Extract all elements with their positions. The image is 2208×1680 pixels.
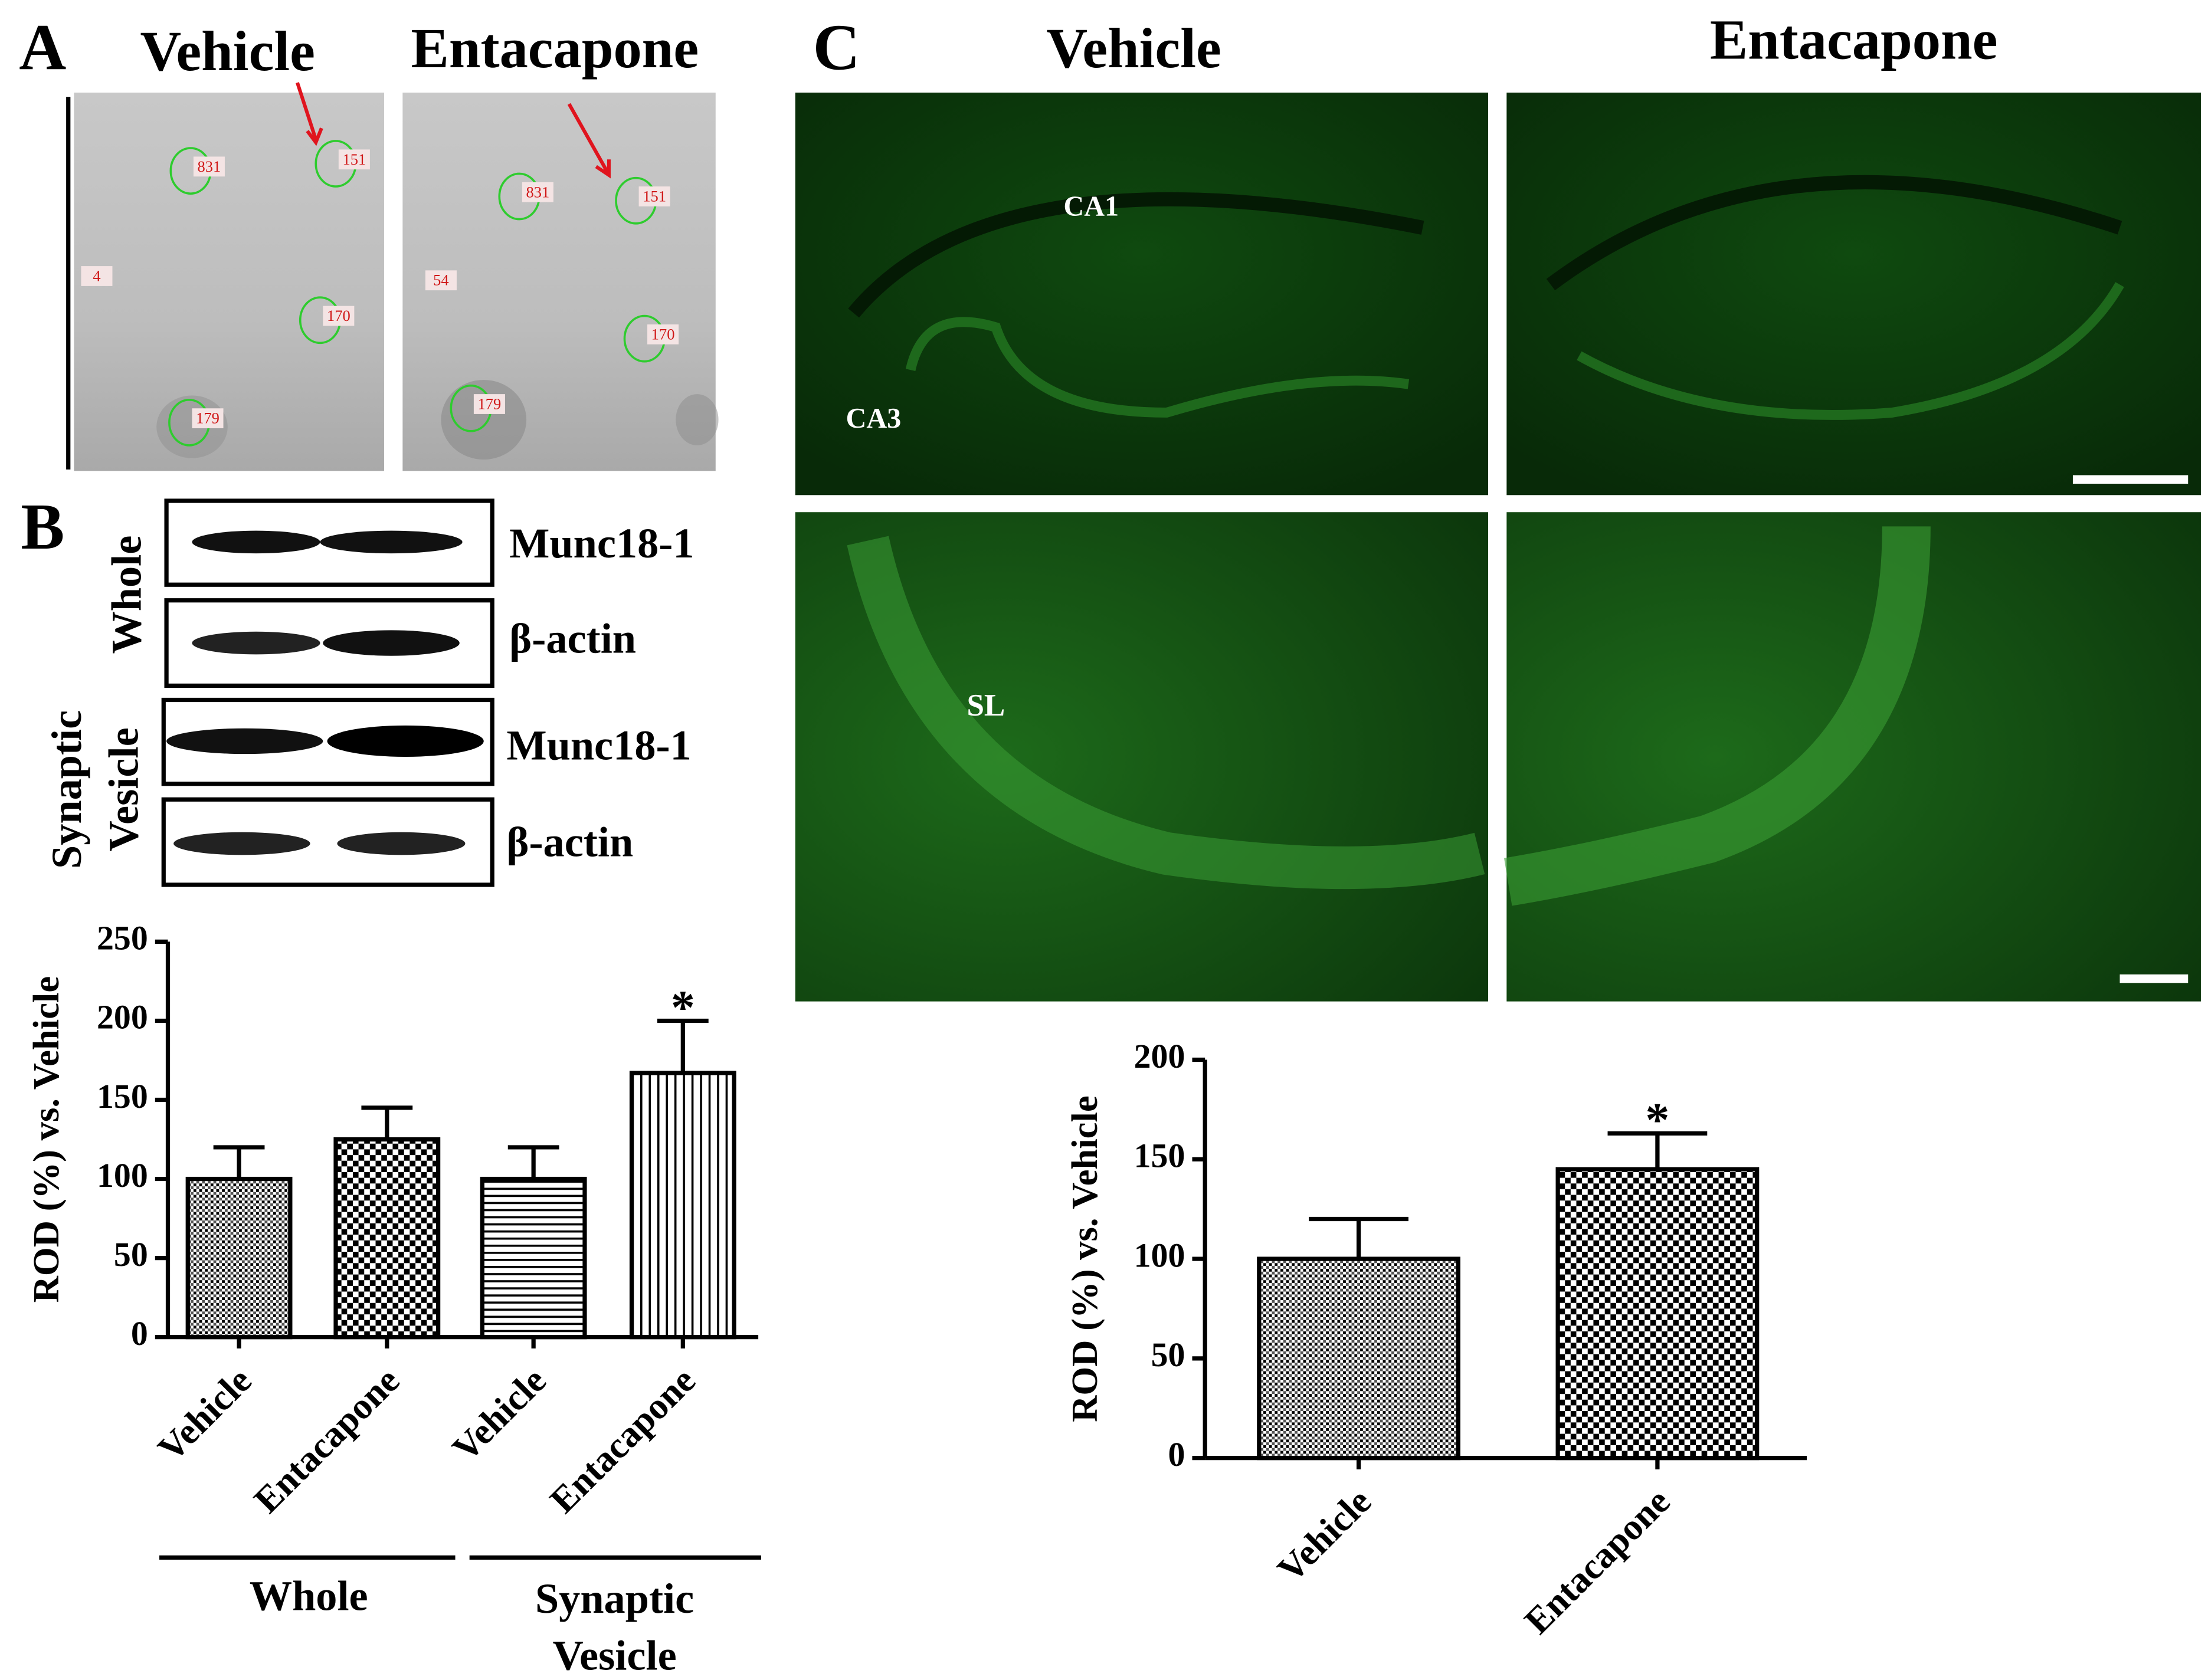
group-label: Whole bbox=[250, 1572, 368, 1619]
spot-tag bbox=[425, 270, 457, 291]
y-axis-label: ROD (%) vs. Vehicle bbox=[25, 976, 67, 1303]
x-tick-label: Vehicle bbox=[150, 1360, 260, 1469]
blot-group-label: Whole bbox=[103, 536, 150, 654]
micrograph bbox=[795, 512, 1488, 1002]
scale-bar bbox=[2072, 475, 2189, 484]
spot-label: 831 bbox=[526, 183, 549, 201]
tissue-layer bbox=[905, 317, 1410, 418]
spot-label: 831 bbox=[198, 158, 221, 175]
y-tick-label: 100 bbox=[97, 1156, 148, 1195]
blot-label: Munc18-1 bbox=[506, 721, 691, 769]
spot-tag bbox=[522, 182, 553, 202]
region-label: CA3 bbox=[846, 403, 902, 434]
gel-image bbox=[74, 92, 384, 471]
significance-marker: * bbox=[671, 980, 695, 1034]
bar bbox=[1555, 1167, 1760, 1461]
bar bbox=[1257, 1256, 1460, 1461]
blot-label: β-actin bbox=[509, 615, 636, 662]
y-tick-label: 150 bbox=[1134, 1137, 1185, 1175]
spot-tag bbox=[193, 156, 225, 177]
significance-marker: * bbox=[1645, 1093, 1669, 1147]
gel-spot bbox=[676, 394, 719, 445]
blot-group-label: Vesicle bbox=[100, 727, 148, 851]
tissue-layer bbox=[1577, 282, 2124, 420]
spot-tag bbox=[473, 394, 505, 414]
spot-tag bbox=[323, 306, 355, 326]
bar-chart: 0 50 100 150 200 250 ROD (%) vs. Vehicle Vehicl… bbox=[25, 919, 761, 1679]
x-tick-label: Entacapone bbox=[1516, 1481, 1678, 1642]
tissue-layer bbox=[847, 536, 1485, 890]
x-tick-label: Entacapone bbox=[246, 1360, 408, 1521]
y-tick-label: 50 bbox=[1151, 1336, 1185, 1374]
region-label: CA1 bbox=[1063, 191, 1119, 222]
tissue-layer bbox=[1504, 526, 1931, 906]
band bbox=[166, 728, 323, 754]
band bbox=[323, 630, 460, 656]
blot-label: β-actin bbox=[506, 818, 633, 865]
y-tick-label: 200 bbox=[1134, 1037, 1185, 1075]
scale-bar bbox=[2119, 974, 2189, 983]
panel-b: B Munc18-1 β-actin Munc18-1 β-actin Whol… bbox=[21, 490, 694, 887]
micrograph bbox=[795, 92, 1488, 496]
y-tick-label: 200 bbox=[97, 998, 148, 1036]
blots bbox=[161, 498, 494, 887]
spot-label: 151 bbox=[643, 187, 666, 205]
panel-label: B bbox=[21, 490, 64, 563]
band bbox=[320, 530, 463, 554]
panel-c: C Vehicle Entacapone CA1 CA3 SL bbox=[795, 8, 2201, 1002]
y-tick-label: 100 bbox=[1134, 1236, 1185, 1274]
band bbox=[327, 725, 484, 757]
column-title: Vehicle bbox=[140, 19, 315, 83]
spot-tag bbox=[81, 266, 113, 286]
spot-label: 54 bbox=[433, 271, 449, 289]
region-label: SL bbox=[967, 688, 1005, 723]
group-label: Synaptic bbox=[535, 1575, 694, 1622]
bar bbox=[629, 1071, 736, 1340]
bar bbox=[480, 1176, 587, 1340]
spot-label: 170 bbox=[651, 325, 675, 343]
tissue-layer bbox=[848, 192, 1424, 318]
panel-label: A bbox=[19, 11, 66, 83]
spot-label: 170 bbox=[327, 307, 350, 324]
panel-label: C bbox=[813, 11, 860, 83]
band bbox=[192, 631, 320, 655]
tissue-layer bbox=[1546, 175, 2122, 291]
y-tick-label: 250 bbox=[97, 919, 148, 957]
panel-a: A Vehicle Entacapone 831 151 170 179 4 831 151… bbox=[19, 11, 719, 471]
spot-label: 179 bbox=[478, 395, 502, 413]
bar bbox=[185, 1176, 293, 1340]
y-tick-label: 0 bbox=[1168, 1435, 1185, 1474]
charts: 0 50 100 150 200 250 ROD (%) vs. Vehicle Vehicl… bbox=[25, 919, 1807, 1679]
spot-label: 179 bbox=[196, 409, 220, 427]
arrow bbox=[567, 103, 611, 179]
y-tick-label: 0 bbox=[131, 1314, 148, 1353]
band bbox=[192, 530, 320, 554]
column-title: Vehicle bbox=[1046, 17, 1221, 80]
x-tick-label: Vehicle bbox=[444, 1360, 554, 1469]
bar-chart: 0 50 100 150 200 ROD (%) vs. Vehicle Vehicle En… bbox=[1064, 1037, 1807, 1642]
spot-tag bbox=[647, 324, 679, 344]
y-axis-label: ROD (%) vs. Vehicle bbox=[1064, 1095, 1105, 1422]
y-tick-label: 50 bbox=[114, 1235, 148, 1274]
band bbox=[337, 832, 466, 855]
spot-label: 151 bbox=[342, 150, 366, 168]
blot-group-label: Synaptic bbox=[43, 710, 90, 869]
column-title: Entacapone bbox=[411, 17, 699, 80]
blot-label: Munc18-1 bbox=[509, 520, 694, 567]
spot-label: 4 bbox=[93, 267, 100, 285]
group-label: Vesicle bbox=[552, 1632, 676, 1679]
band bbox=[173, 832, 310, 855]
arrow bbox=[296, 82, 323, 146]
column-title: Entacapone bbox=[1710, 8, 1998, 71]
y-tick-label: 150 bbox=[97, 1077, 148, 1115]
spot-tag bbox=[638, 186, 670, 206]
spot-tag bbox=[192, 408, 224, 428]
bar bbox=[333, 1137, 441, 1340]
micrograph bbox=[1506, 92, 2201, 496]
x-tick-label: Entacapone bbox=[542, 1360, 703, 1521]
x-tick-label: Vehicle bbox=[1269, 1481, 1379, 1590]
spot-tag bbox=[338, 149, 370, 170]
